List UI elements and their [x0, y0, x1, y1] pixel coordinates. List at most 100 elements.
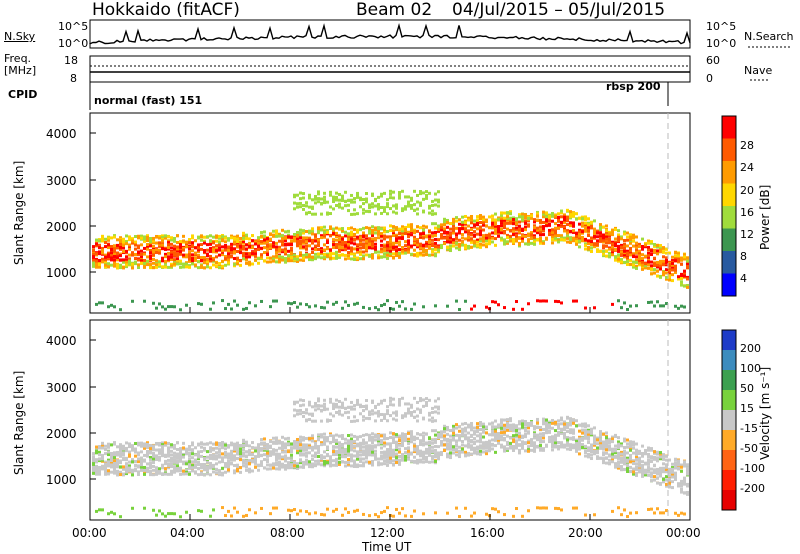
power-cell [482, 218, 485, 221]
power-cell [395, 212, 398, 215]
power-cell [416, 244, 419, 247]
power-cell [131, 240, 134, 243]
power-cell [143, 262, 146, 265]
velocity-cell [308, 418, 311, 421]
power-cell [311, 247, 314, 250]
power-cell [647, 260, 650, 263]
power-cell [377, 227, 380, 230]
power-cell [350, 252, 353, 255]
velocity-cell [353, 510, 356, 513]
power-cell [680, 259, 683, 262]
velocity-cell [149, 470, 152, 473]
power-cell [503, 224, 506, 227]
power-cell [335, 301, 338, 304]
velocity-cell [419, 453, 422, 456]
velocity-cell [404, 456, 407, 459]
velocity-cell [347, 511, 350, 514]
velocity-cell [398, 448, 401, 451]
power-cell [650, 272, 653, 275]
power-cell [452, 241, 455, 244]
power-cell [413, 203, 416, 206]
velocity-cell [299, 439, 302, 442]
power-cell [173, 305, 176, 308]
velocity-cell [116, 463, 119, 466]
power-cell [404, 307, 407, 310]
power-cell [335, 232, 338, 235]
velocity-cell [233, 448, 236, 451]
power-cell [92, 245, 95, 248]
power-cell [410, 226, 413, 229]
velocity-cell [200, 455, 203, 458]
velocity-cell [383, 399, 386, 402]
power-cell [365, 226, 368, 229]
velocity-cell [101, 442, 104, 445]
power-cell [233, 251, 236, 254]
power-cell [263, 259, 266, 262]
power-cell [368, 243, 371, 246]
power-cell [551, 212, 554, 215]
power-cell [365, 200, 368, 203]
power-cell [167, 257, 170, 260]
velocity-cell [299, 443, 302, 446]
velocity-cell [404, 402, 407, 405]
velocity-cell [368, 514, 371, 517]
velocity-cell [296, 401, 299, 404]
velocity-cell [215, 456, 218, 459]
power-cell [254, 255, 257, 258]
power-cell [293, 207, 296, 210]
power-cell [599, 237, 602, 240]
power-cell [494, 237, 497, 240]
velocity-cell [302, 399, 305, 402]
power-cell [503, 217, 506, 220]
velocity-cell [107, 444, 110, 447]
power-cell [431, 200, 434, 203]
velocity-cell [380, 439, 383, 442]
velocity-cell [173, 447, 176, 450]
velocity-cell [185, 448, 188, 451]
velocity-cell [368, 450, 371, 453]
power-cell [467, 247, 470, 250]
power-cell [653, 272, 656, 275]
velocity-cell [185, 462, 188, 465]
power-cell [413, 249, 416, 252]
power-cell [164, 248, 167, 251]
velocity-cell [233, 458, 236, 461]
power-cell [398, 237, 401, 240]
power-cell [686, 256, 689, 259]
velocity-cell [95, 510, 98, 513]
power-cell [296, 231, 299, 234]
power-cell [602, 253, 605, 256]
velocity-cell [389, 452, 392, 455]
power-cell [617, 229, 620, 232]
power-cell [362, 306, 365, 309]
power-cell [155, 259, 158, 262]
power-cell [341, 207, 344, 210]
velocity-cell [179, 460, 182, 463]
velocity-cell [308, 460, 311, 463]
velocity-cell [224, 452, 227, 455]
velocity-cell [317, 445, 320, 448]
power-cell [206, 254, 209, 257]
power-cell [617, 253, 620, 256]
power-cell [590, 250, 593, 253]
power-cell [470, 237, 473, 240]
power-cell [302, 257, 305, 260]
power-cell [593, 229, 596, 232]
power-cell [290, 239, 293, 242]
velocity-cell [107, 450, 110, 453]
power-cell [185, 241, 188, 244]
power-cell [425, 190, 428, 193]
velocity-cell [134, 455, 137, 458]
power-cell [416, 254, 419, 257]
velocity-cell [224, 464, 227, 467]
power-cell [365, 198, 368, 201]
power-cell [551, 241, 554, 244]
power-cell [518, 225, 521, 228]
power-cell [266, 245, 269, 248]
power-cell [677, 254, 680, 257]
power-cell [323, 306, 326, 309]
velocity-cell [101, 457, 104, 460]
power-cell [482, 243, 485, 246]
power-cell [326, 301, 329, 304]
velocity-cell [245, 441, 248, 444]
